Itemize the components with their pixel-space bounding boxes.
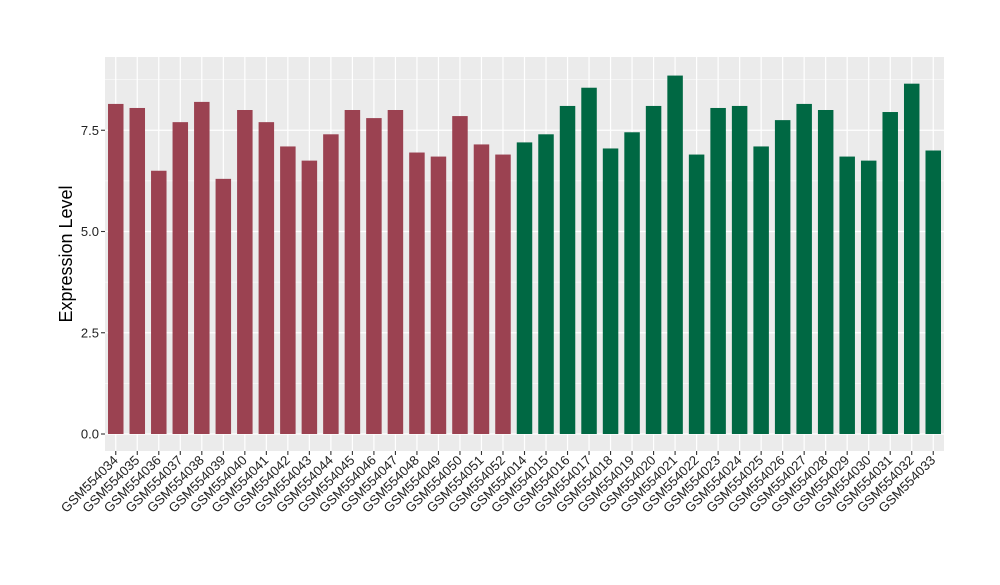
y-axis-label: Expression Level xyxy=(56,185,76,322)
y-tick-label: 0.0 xyxy=(81,427,99,442)
bar-GSM554033 xyxy=(925,150,941,434)
bar-GSM554034 xyxy=(108,103,124,435)
bar-GSM554045 xyxy=(344,110,361,434)
bar-GSM554052 xyxy=(495,154,511,435)
bar-GSM554044 xyxy=(323,134,339,435)
bar-GSM554038 xyxy=(194,101,210,435)
y-tick-label: 5.0 xyxy=(81,224,99,239)
bar-GSM554050 xyxy=(452,116,468,434)
bar-GSM554018 xyxy=(602,148,619,434)
bar-GSM554037 xyxy=(172,122,189,435)
bar-GSM554019 xyxy=(624,132,640,434)
bar-GSM554039 xyxy=(215,178,232,434)
bar-GSM554041 xyxy=(258,122,275,435)
bar-GSM554036 xyxy=(151,170,167,434)
bar-GSM554040 xyxy=(237,110,253,434)
bar-GSM554047 xyxy=(387,110,404,434)
bar-GSM554049 xyxy=(430,156,447,434)
bar-GSM554030 xyxy=(860,160,877,434)
bar-GSM554042 xyxy=(280,146,296,434)
bar-GSM554031 xyxy=(882,112,898,435)
bar-GSM554015 xyxy=(538,134,554,435)
y-tick-label: 7.5 xyxy=(81,123,99,138)
bar-GSM554016 xyxy=(559,105,576,434)
bar-GSM554032 xyxy=(903,83,920,435)
bar-GSM554024 xyxy=(731,105,748,434)
bar-GSM554022 xyxy=(688,154,705,435)
bar-GSM554017 xyxy=(581,87,597,434)
bar-GSM554027 xyxy=(796,103,812,435)
bar-GSM554048 xyxy=(409,152,425,434)
x-axis: GSM554034GSM554035GSM554036GSM554037GSM5… xyxy=(58,451,938,515)
bar-GSM554026 xyxy=(774,120,791,434)
bar-GSM554025 xyxy=(753,146,769,434)
y-axis: 0.0 2.5 5.0 7.5 xyxy=(81,123,105,442)
bar-GSM554021 xyxy=(667,75,683,434)
bar-GSM554014 xyxy=(516,142,533,434)
bar-GSM554035 xyxy=(129,107,146,434)
bar-GSM554023 xyxy=(710,107,726,434)
bar-GSM554029 xyxy=(839,156,855,434)
y-tick-label: 2.5 xyxy=(81,325,99,340)
bar-GSM554043 xyxy=(301,160,318,434)
bar-GSM554028 xyxy=(817,110,834,434)
bar-GSM554046 xyxy=(366,118,382,434)
bars xyxy=(108,75,941,435)
bar-GSM554020 xyxy=(645,105,662,434)
bar-GSM554051 xyxy=(473,144,490,435)
